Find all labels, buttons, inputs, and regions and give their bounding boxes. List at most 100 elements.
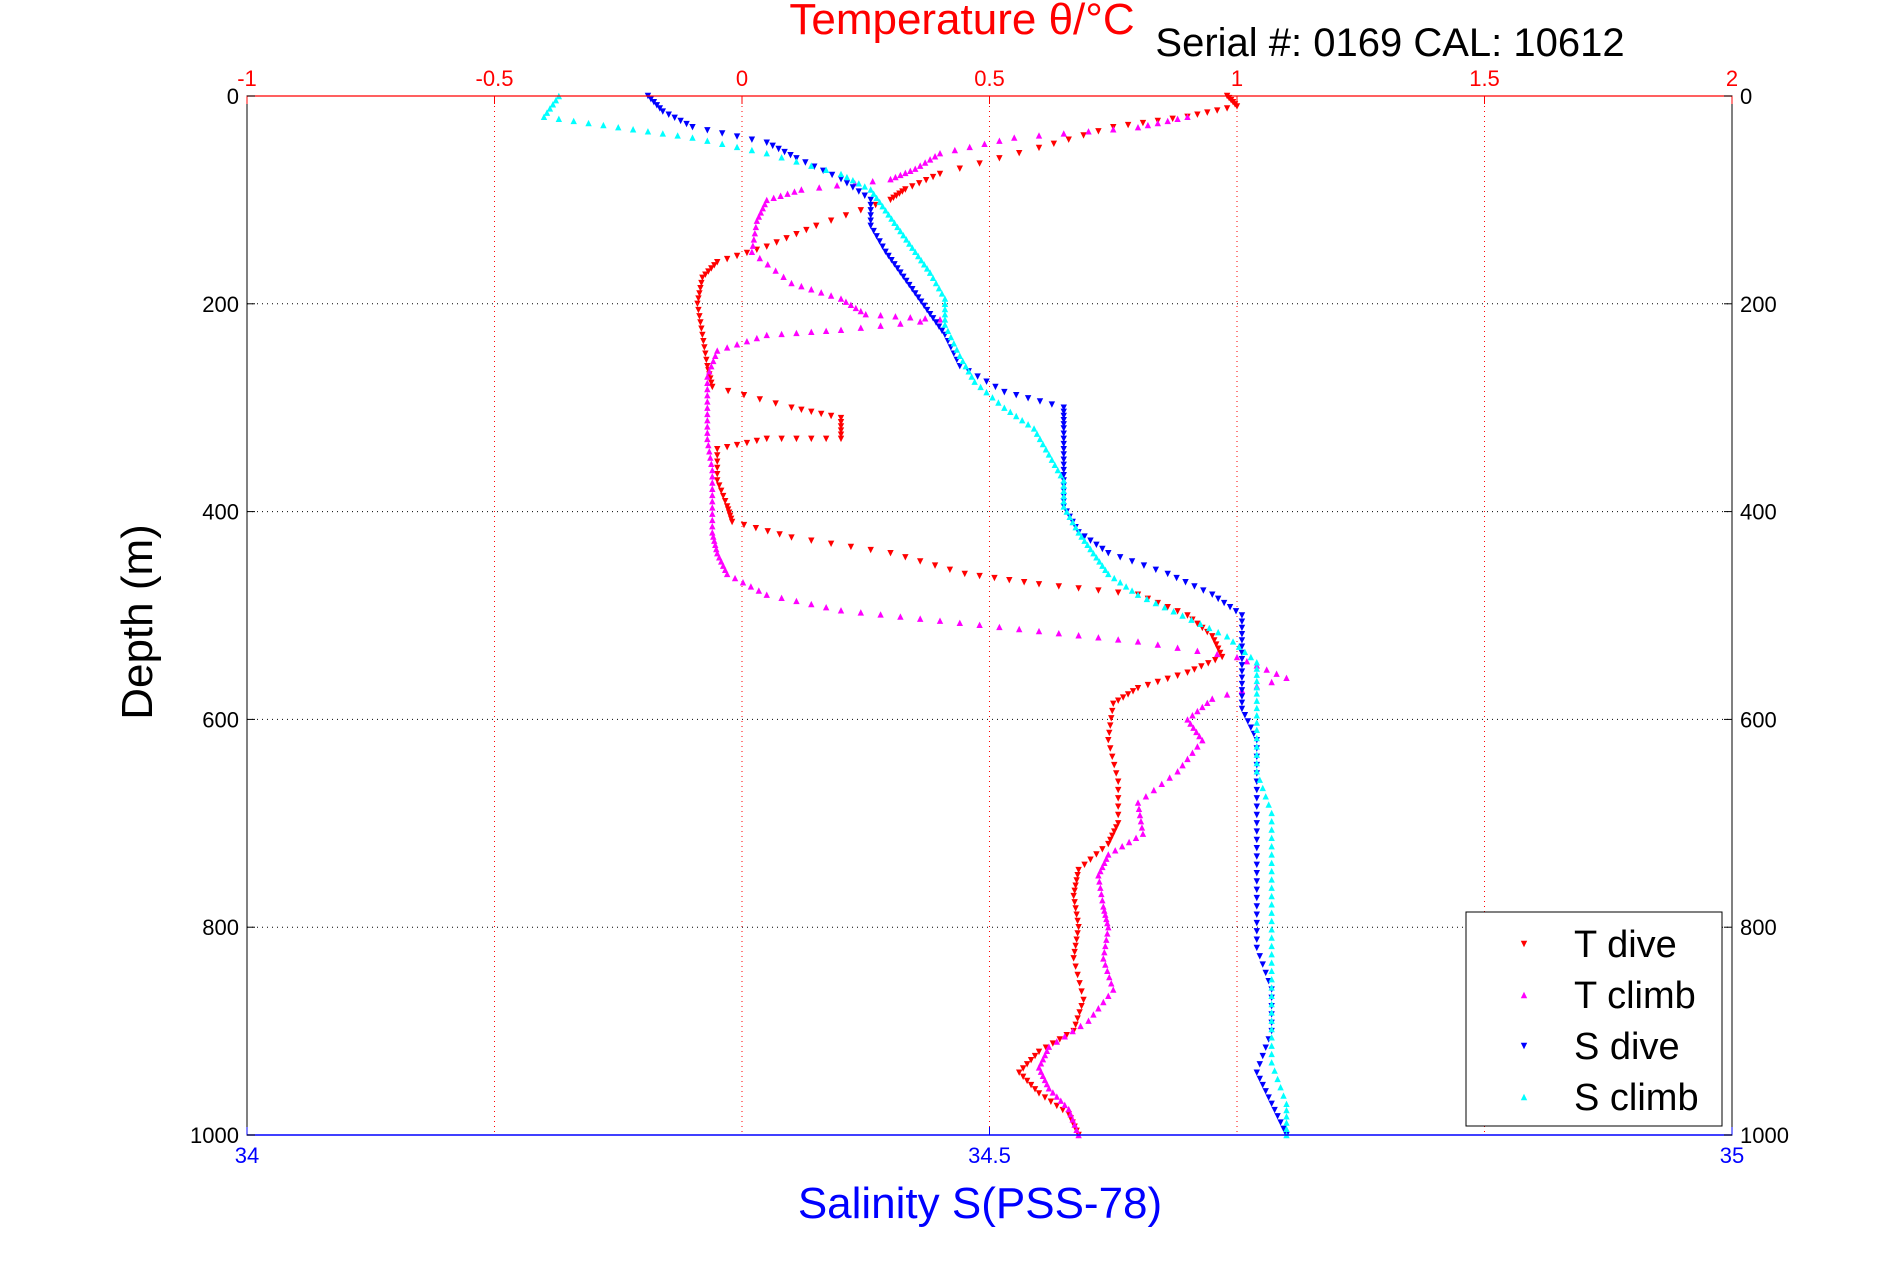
data-point: [1243, 658, 1251, 665]
data-point: [1268, 876, 1275, 883]
data-point: [721, 566, 729, 573]
data-point: [1122, 583, 1130, 590]
data-point: [1095, 587, 1102, 594]
data-point: [893, 192, 900, 199]
data-point: [1138, 824, 1146, 831]
legend-marker: [1520, 1093, 1528, 1101]
data-point: [1076, 980, 1083, 987]
data-point: [1100, 998, 1107, 1006]
data-point: [938, 290, 946, 297]
data-point: [837, 427, 845, 434]
data-point: [714, 549, 721, 557]
data-point: [941, 321, 949, 328]
data-point: [716, 554, 723, 561]
data-point: [808, 286, 815, 293]
data-point: [837, 431, 845, 438]
data-point: [1031, 1086, 1039, 1093]
data-point: [1124, 121, 1132, 129]
data-point: [870, 227, 877, 235]
data-point: [944, 327, 952, 335]
data-point: [1074, 930, 1081, 937]
data-point: [1238, 655, 1246, 663]
data-point: [1268, 1034, 1275, 1041]
data-point: [710, 357, 717, 365]
data-point: [677, 117, 684, 125]
data-point: [1253, 759, 1260, 767]
data-point: [808, 328, 815, 336]
legend-label: S dive: [1574, 1026, 1680, 1068]
data-point: [1063, 508, 1070, 515]
data-point: [1001, 404, 1008, 411]
data-point: [959, 357, 966, 365]
data-point: [1214, 107, 1221, 114]
data-point: [1262, 793, 1269, 800]
data-point: [704, 404, 711, 411]
data-point: [861, 192, 868, 199]
data-point: [1253, 853, 1260, 860]
data-point: [1154, 641, 1161, 648]
data-point: [1253, 768, 1260, 775]
data-point: [1139, 830, 1147, 837]
data-point: [1060, 416, 1067, 424]
data-point: [1080, 132, 1087, 139]
data-point: [974, 373, 981, 380]
data-point: [849, 176, 857, 184]
data-point: [1018, 416, 1026, 424]
data-point: [1238, 649, 1246, 657]
data-point: [1214, 645, 1222, 652]
data-point: [1268, 678, 1275, 686]
data-point: [1268, 851, 1275, 858]
data-point: [1095, 128, 1102, 135]
data-point: [793, 329, 800, 337]
data-point: [1060, 435, 1067, 443]
data-point: [1035, 581, 1043, 588]
data-point: [941, 295, 949, 302]
data-point: [1274, 1075, 1281, 1083]
data-point: [1074, 1015, 1081, 1022]
data-point: [877, 312, 884, 319]
data-point: [708, 460, 715, 468]
data-point: [842, 298, 850, 305]
data-point: [743, 249, 751, 257]
data-point: [1097, 867, 1104, 875]
data-point: [837, 295, 845, 302]
data-point: [1253, 671, 1260, 678]
data-point: [777, 192, 784, 199]
data-point: [1196, 732, 1203, 740]
data-point: [1016, 149, 1023, 157]
data-point: [903, 277, 910, 285]
data-point: [906, 281, 913, 289]
data-point: [1128, 587, 1136, 594]
data-point: [585, 119, 592, 127]
data-point: [1170, 608, 1177, 615]
data-point: [892, 173, 899, 181]
data-point: [932, 279, 940, 287]
data-point: [1072, 963, 1079, 970]
data-point: [728, 518, 736, 526]
data-point: [704, 398, 711, 405]
data-point: [1096, 878, 1103, 885]
data-point: [1039, 1055, 1047, 1063]
data-point: [743, 338, 751, 345]
data-point: [822, 603, 830, 611]
data-point: [1103, 915, 1110, 923]
data-point: [1110, 986, 1117, 993]
data-point: [891, 219, 898, 226]
data-point: [926, 269, 934, 276]
data-point: [1075, 585, 1082, 592]
data-point: [1074, 917, 1081, 925]
data-point: [709, 473, 716, 480]
data-point: [867, 196, 874, 204]
data-point: [1069, 518, 1076, 526]
data-point: [1106, 973, 1113, 981]
data-point: [916, 180, 923, 187]
data-point: [788, 404, 795, 411]
data-point: [917, 558, 924, 565]
data-point: [1226, 603, 1234, 611]
data-point: [1268, 984, 1275, 991]
data-point: [1075, 632, 1082, 639]
temperature-tick-label: 2: [1726, 66, 1738, 91]
data-point: [923, 306, 931, 314]
data-point: [929, 315, 937, 322]
